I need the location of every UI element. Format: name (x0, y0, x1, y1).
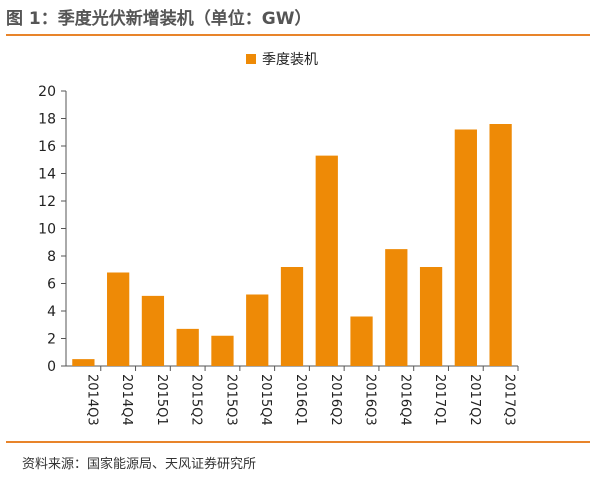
figure-title: 图 1：季度光伏新增装机（单位：GW） (6, 9, 312, 29)
bar (454, 129, 477, 366)
x-tick-label: 2015Q3 (223, 374, 238, 426)
x-tick-label: 2016Q3 (363, 374, 378, 426)
bar (315, 155, 338, 366)
source-note: 资料来源：国家能源局、天风证券研究所 (22, 457, 257, 472)
y-tick-label: 0 (47, 359, 56, 375)
bar (211, 335, 234, 366)
bar-chart: 季度装机 0 2 4 6 8 10 12 14 16 18 20 2014Q3 2014Q4 2015Q1 2… (38, 52, 519, 426)
y-tick-label: 18 (38, 112, 56, 128)
bar (419, 267, 443, 366)
x-tick-label: 2015Q4 (258, 374, 273, 426)
x-tick-label: 2017Q1 (432, 374, 447, 426)
bar (489, 124, 512, 366)
y-tick-label: 6 (47, 277, 56, 293)
x-tick-label: 2017Q2 (467, 374, 482, 426)
y-tick-label: 2 (47, 332, 56, 348)
bar (141, 295, 165, 366)
bar (246, 294, 269, 366)
bar (176, 328, 199, 366)
x-tick-label: 2017Q3 (502, 374, 517, 426)
x-tick-label: 2016Q4 (397, 374, 412, 426)
x-tick-label: 2016Q1 (293, 374, 308, 426)
bar (107, 272, 130, 366)
y-tick-label: 4 (47, 304, 56, 320)
y-tick-label: 12 (38, 194, 56, 210)
x-tick-label: 2015Q2 (189, 374, 204, 426)
bar (72, 359, 95, 366)
source-divider (6, 441, 590, 443)
bar (280, 267, 304, 366)
x-tick-label: 2014Q4 (119, 374, 134, 426)
y-tick-label: 20 (38, 84, 56, 100)
y-tick-label: 16 (38, 139, 56, 155)
legend-swatch (246, 54, 256, 64)
x-tick-label: 2016Q2 (328, 374, 343, 426)
bar (385, 249, 408, 366)
legend-label: 季度装机 (262, 52, 318, 68)
y-tick-label: 10 (38, 222, 56, 238)
title-divider (6, 34, 590, 36)
x-tick-label: 2014Q3 (84, 374, 99, 426)
y-tick-label: 14 (38, 167, 56, 183)
x-tick-label: 2015Q1 (154, 374, 169, 426)
bar (350, 316, 373, 366)
y-tick-label: 8 (47, 249, 56, 265)
